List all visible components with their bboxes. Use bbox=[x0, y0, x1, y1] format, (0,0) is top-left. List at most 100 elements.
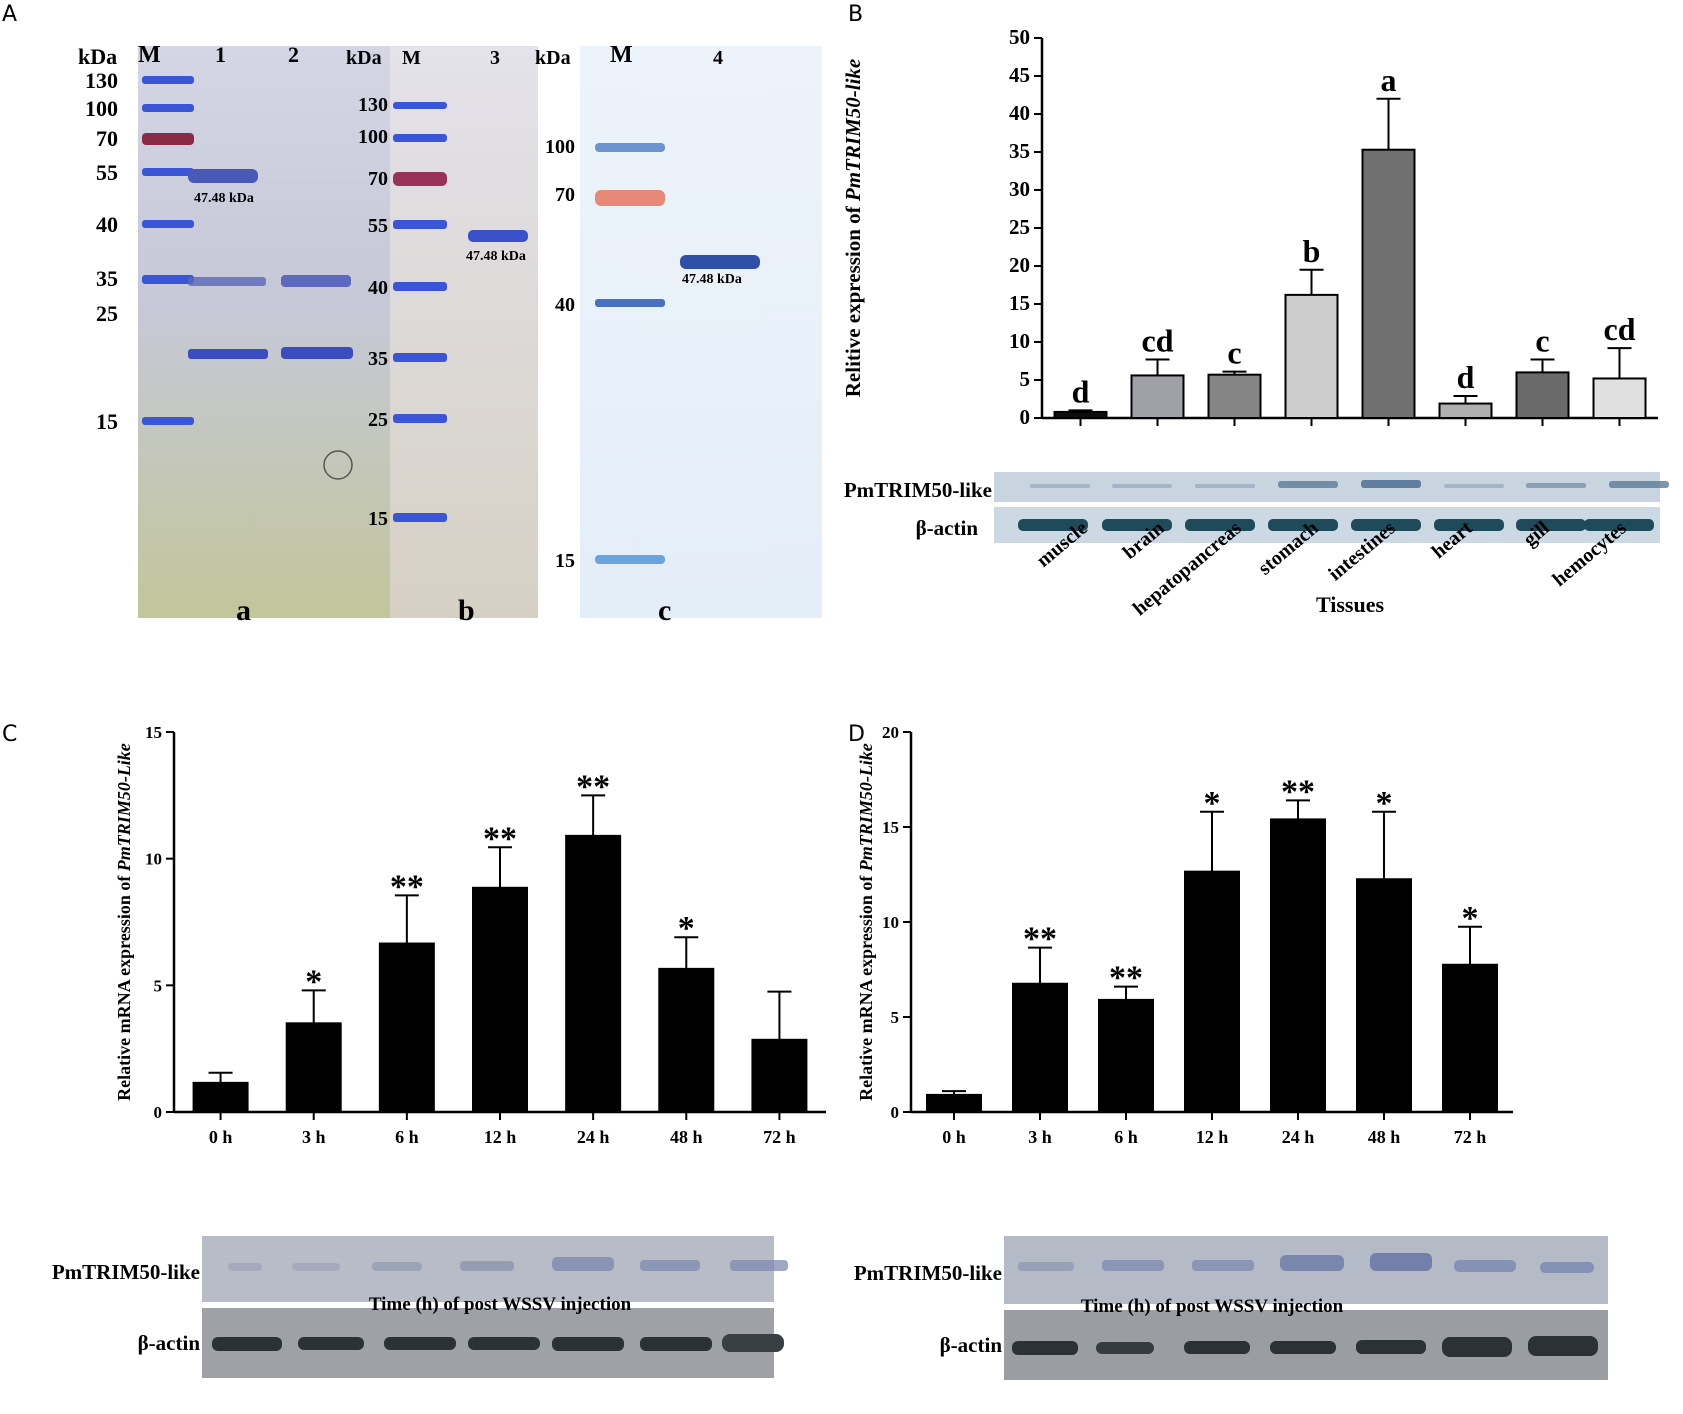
svg-text:70: 70 bbox=[555, 184, 575, 206]
y-tick-label: 20 bbox=[1009, 253, 1030, 277]
gel-a-bubble bbox=[323, 450, 353, 480]
y-tick-label: 15 bbox=[882, 818, 899, 837]
svg-text:35: 35 bbox=[96, 266, 118, 291]
significance-label: d bbox=[1457, 359, 1475, 395]
gel-c-lane-4: 4 bbox=[713, 47, 723, 69]
gel-c-marker-labels: 100 70 40 15 bbox=[545, 136, 575, 572]
blot-d-bands bbox=[1012, 1253, 1598, 1357]
gel-b-marker-labels: 130 100 70 55 40 35 25 15 bbox=[358, 94, 388, 530]
chart-d-plot: Intestine05101520Relative mRNA expressio… bbox=[856, 723, 1513, 1317]
x-tick-label: 24 h bbox=[577, 1127, 610, 1147]
y-axis-label: Relitive expression of PmTRIM50-like bbox=[841, 59, 865, 398]
bar bbox=[1130, 374, 1185, 420]
significance-label: a bbox=[1381, 62, 1397, 98]
blot-d-actin-label: β-actin bbox=[940, 1333, 1003, 1357]
bar bbox=[1184, 870, 1240, 1113]
significance-label: ** bbox=[1109, 960, 1143, 997]
gel-b-marker-bands bbox=[393, 102, 447, 522]
significance-label: ** bbox=[483, 820, 517, 857]
blot-b-target-label: PmTRIM50-like bbox=[844, 478, 992, 502]
blot-c-actin-label: β-actin bbox=[138, 1331, 201, 1355]
svg-text:35: 35 bbox=[368, 348, 388, 370]
x-axis-label: Time (h) of post WSSV injection bbox=[369, 1294, 632, 1315]
significance-label: * bbox=[305, 963, 322, 1000]
gel-b-kda-label: kDa bbox=[346, 47, 382, 69]
significance-label: c bbox=[1227, 335, 1241, 371]
svg-text:70: 70 bbox=[368, 168, 388, 190]
x-axis-label: Time (h) of post WSSV injection bbox=[1081, 1296, 1344, 1317]
x-tick-label: 48 h bbox=[670, 1127, 703, 1147]
blot-b-actin-label: β-actin bbox=[916, 516, 979, 540]
y-tick-label: 35 bbox=[1009, 139, 1030, 163]
panel-letter-a: A bbox=[2, 2, 18, 27]
chart-d-intestine: PmTRIM50-like β-actin Intestine05101520R… bbox=[854, 723, 1608, 1380]
y-axis-label: Relative mRNA expression of PmTRIM50-Lik… bbox=[114, 743, 134, 1101]
blot-b-bands bbox=[1018, 480, 1669, 531]
x-tick-label: 12 h bbox=[484, 1127, 517, 1147]
y-tick-label: 25 bbox=[1009, 215, 1030, 239]
bar bbox=[751, 1038, 808, 1113]
chart-c-hemocyte: PmTRIM50-like β-actin Hemocyte051015Rela… bbox=[52, 723, 826, 1378]
panel-letter-d: D bbox=[848, 722, 865, 747]
x-tick-label: 12 h bbox=[1196, 1127, 1229, 1147]
gel-b-lane-m: M bbox=[402, 47, 421, 69]
bar bbox=[1438, 402, 1493, 419]
x-tick-label: 72 h bbox=[763, 1127, 796, 1147]
significance-label: cd bbox=[1604, 311, 1636, 347]
svg-text:40: 40 bbox=[368, 277, 388, 299]
significance-label: * bbox=[1462, 900, 1479, 937]
y-tick-label: 0 bbox=[891, 1103, 900, 1122]
y-axis-label: Relative mRNA expression of PmTRIM50-Lik… bbox=[856, 743, 876, 1101]
significance-label: * bbox=[1204, 785, 1221, 822]
x-tick-label: 0 h bbox=[209, 1127, 233, 1147]
y-tick-label: 30 bbox=[1009, 177, 1030, 201]
svg-text:130: 130 bbox=[358, 94, 388, 116]
y-tick-label: 5 bbox=[1020, 367, 1031, 391]
svg-text:15: 15 bbox=[368, 508, 388, 530]
chart-b-tissues: PmTRIM50-like β-actin 0 5 10 15 20 25 30 35 40 45… bbox=[841, 25, 1669, 620]
gel-a-band-label: 47.48 kDa bbox=[194, 191, 254, 206]
gel-c-lane-m: M bbox=[610, 42, 633, 68]
y-tick-label: 20 bbox=[882, 723, 899, 742]
significance-label: ** bbox=[1281, 773, 1315, 810]
x-axis-label: Tissues bbox=[1316, 592, 1385, 617]
gel-c-lane4-band bbox=[680, 255, 760, 269]
y-tick-label: 40 bbox=[1009, 101, 1030, 125]
bar bbox=[1361, 148, 1416, 419]
svg-text:40: 40 bbox=[96, 212, 118, 237]
gel-b-band-label: 47.48 kDa bbox=[466, 249, 526, 264]
gel-b-sublabel: b bbox=[458, 594, 475, 627]
significance-label: * bbox=[1376, 785, 1393, 822]
y-tick-label: 50 bbox=[1009, 25, 1030, 49]
y-tick-label: 0 bbox=[1020, 405, 1031, 429]
significance-label: * bbox=[678, 910, 695, 947]
bar bbox=[1284, 293, 1339, 420]
panel-letter-b: B bbox=[848, 2, 864, 27]
x-tick-label: 3 h bbox=[1028, 1127, 1052, 1147]
svg-text:15: 15 bbox=[96, 409, 118, 434]
svg-text:25: 25 bbox=[96, 301, 118, 326]
x-tick-label: 3 h bbox=[302, 1127, 326, 1147]
gel-a-marker-labels: 130 100 70 55 40 35 25 15 bbox=[85, 68, 118, 434]
y-tick-label: 10 bbox=[1009, 329, 1030, 353]
bar bbox=[285, 1022, 342, 1114]
svg-text:25: 25 bbox=[368, 409, 388, 431]
bar bbox=[565, 834, 622, 1113]
y-tick-label: 10 bbox=[145, 850, 162, 869]
gel-b-background bbox=[390, 46, 538, 618]
chart-c-plot: Hemocyte051015Relative mRNA expression o… bbox=[114, 723, 826, 1315]
bar bbox=[1442, 963, 1498, 1113]
x-tick-label: 24 h bbox=[1282, 1127, 1315, 1147]
bar bbox=[1053, 410, 1108, 420]
x-tick-label: 6 h bbox=[1114, 1127, 1138, 1147]
bar bbox=[192, 1081, 249, 1114]
svg-text:100: 100 bbox=[358, 126, 388, 148]
gel-c-sublabel: c bbox=[658, 594, 671, 627]
bar bbox=[1012, 982, 1068, 1113]
svg-text:15: 15 bbox=[555, 550, 575, 572]
plot-area: Intestine05101520Relative mRNA expressio… bbox=[856, 723, 1513, 1317]
svg-text:100: 100 bbox=[85, 96, 118, 121]
y-tick-label: 15 bbox=[145, 723, 162, 742]
svg-text:55: 55 bbox=[368, 215, 388, 237]
significance-label: d bbox=[1072, 373, 1090, 409]
